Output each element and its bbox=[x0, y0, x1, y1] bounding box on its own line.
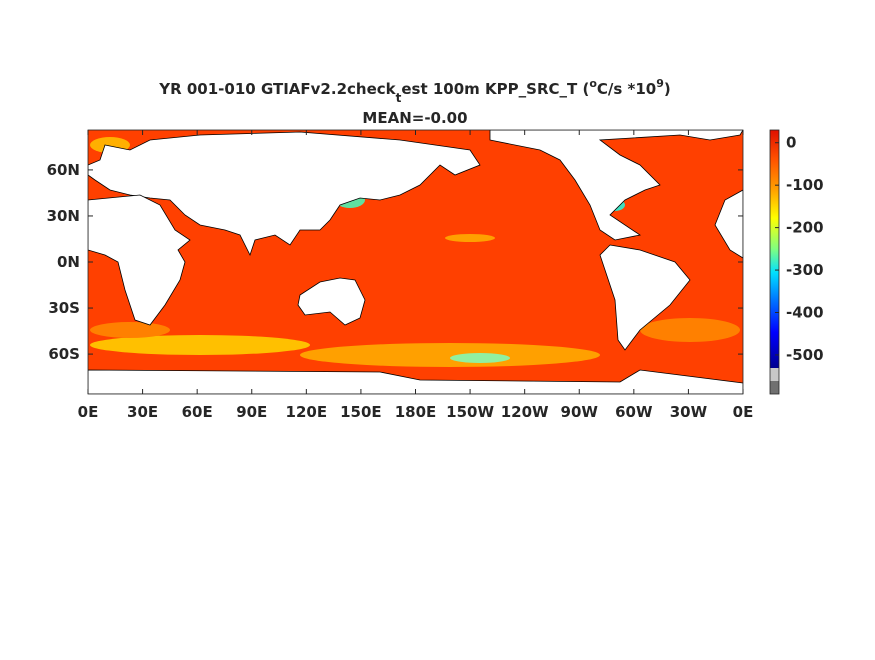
south-america bbox=[599, 244, 691, 351]
title-superscript: 9 bbox=[656, 77, 664, 90]
colorbar-tick-label: -300 bbox=[786, 261, 824, 279]
colorbar-under bbox=[770, 368, 779, 381]
title-text: est 100m KPP_SRC_T ( bbox=[401, 80, 589, 98]
x-tick-label: 60E bbox=[182, 403, 213, 421]
field-patch bbox=[450, 353, 510, 363]
title-text: C/s *10 bbox=[597, 80, 656, 98]
colorbar-tick-label: 0 bbox=[786, 134, 796, 152]
west-africa-europe bbox=[714, 189, 743, 259]
x-tick-label: 60W bbox=[615, 403, 653, 421]
x-tick-label: 90E bbox=[236, 403, 267, 421]
title-subscript: t bbox=[396, 91, 402, 105]
title-text: YR 001-010 GTIAFv2.2check bbox=[158, 80, 396, 98]
colorbar-tick-label: -400 bbox=[786, 304, 824, 322]
colorbar-tick-label: -100 bbox=[786, 176, 824, 194]
x-tick-label: 30W bbox=[670, 403, 708, 421]
x-tick-label: 150W bbox=[446, 403, 494, 421]
x-tick-label: 120W bbox=[501, 403, 549, 421]
africa bbox=[88, 194, 191, 326]
y-tick-label: 60N bbox=[47, 161, 80, 179]
field-patch bbox=[445, 234, 495, 242]
colorbar-frame bbox=[769, 129, 780, 395]
subtitle: MEAN=-0.00 bbox=[362, 109, 467, 127]
colorbar-tick-label: -200 bbox=[786, 219, 824, 237]
x-tick-label: 30E bbox=[127, 403, 158, 421]
field-patch bbox=[90, 335, 310, 355]
x-tick-label: 180E bbox=[395, 403, 437, 421]
x-tick-label: 120E bbox=[286, 403, 328, 421]
field-patch bbox=[640, 318, 740, 342]
map bbox=[88, 130, 743, 394]
australia bbox=[297, 277, 366, 326]
north-america bbox=[489, 130, 743, 241]
antarctica bbox=[88, 369, 743, 394]
title-superscript: o bbox=[589, 77, 597, 90]
y-tick-label: 30N bbox=[47, 207, 80, 225]
y-tick-label: 30S bbox=[48, 299, 80, 317]
title: YR 001-010 GTIAFv2.2checktest 100m KPP_S… bbox=[158, 77, 671, 105]
eurasia bbox=[88, 131, 481, 257]
y-tick-label: 0N bbox=[57, 253, 80, 271]
field-patch bbox=[300, 343, 600, 367]
x-tick-label: 0E bbox=[733, 403, 754, 421]
x-tick-label: 90W bbox=[561, 403, 599, 421]
colorbar-tick-label: -500 bbox=[786, 346, 824, 364]
title-text: ) bbox=[664, 80, 671, 98]
x-tick-label: 150E bbox=[340, 403, 382, 421]
x-tick-label: 0E bbox=[78, 403, 99, 421]
field-patch bbox=[90, 322, 170, 338]
colorbar-missing bbox=[770, 381, 779, 394]
y-tick-label: 60S bbox=[48, 345, 80, 363]
colorbar bbox=[770, 130, 779, 368]
